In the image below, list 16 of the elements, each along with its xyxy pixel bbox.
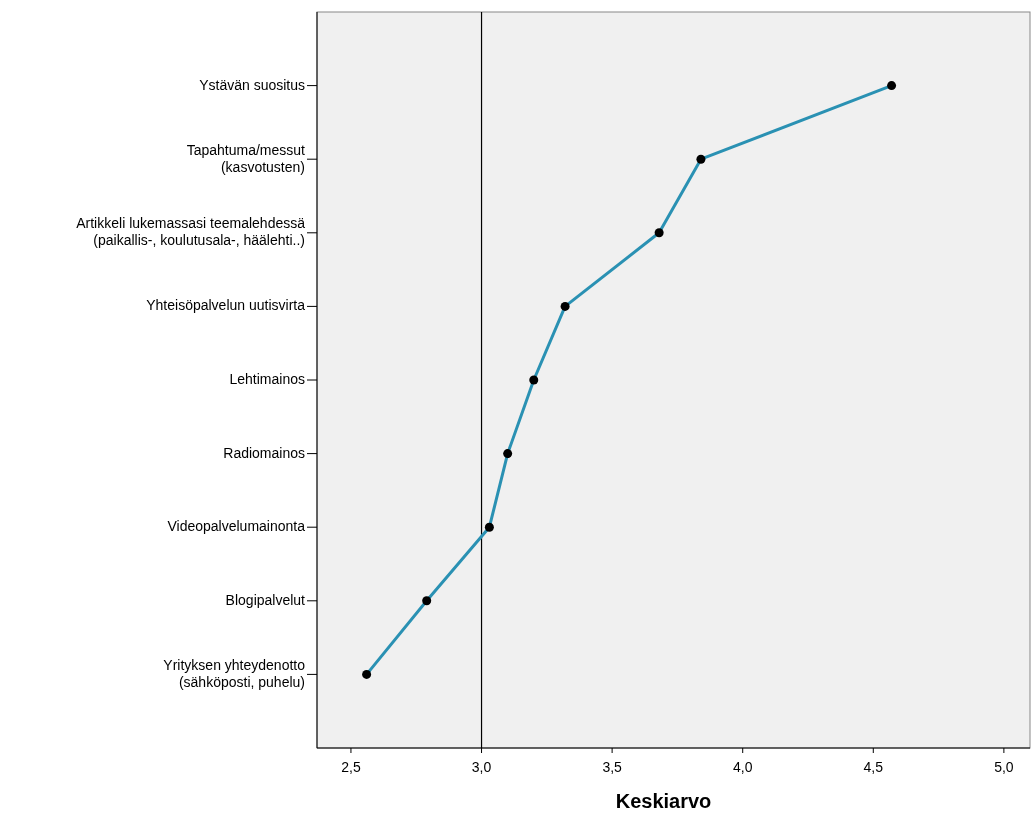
y-tick-label: Artikkeli lukemassasi teemalehdessä (paikallis-, koulutusala-, häälehti..) [76, 215, 306, 248]
x-axis-title: Keskiarvo [615, 790, 712, 812]
x-tick-label: 4,0 [732, 759, 753, 775]
y-tick-label: Lehtimainos [229, 370, 305, 387]
y-tick-label: Yrityksen yhteydenotto (sähköposti, puhelu) [163, 656, 306, 690]
y-tick-label: Blogipalvelut [225, 591, 306, 608]
x-tick-label: 5,0 [994, 759, 1014, 775]
y-tick-label: Tapahtuma/messut (kasvotusten) [186, 141, 306, 175]
x-tick-label: 4,5 [863, 759, 884, 775]
y-tick-label: Radiomainos [223, 444, 305, 461]
x-tick-label: 3,5 [602, 759, 623, 775]
y-tick-label: Ystävän suositus [199, 76, 305, 93]
x-tick-label: 3,0 [471, 759, 492, 775]
x-tick-label: 2,5 [341, 759, 361, 775]
y-tick-label: Videopalvelumainonta [167, 517, 306, 534]
y-tick-label: Yhteisöpalvelun uutisvirta [146, 297, 306, 314]
